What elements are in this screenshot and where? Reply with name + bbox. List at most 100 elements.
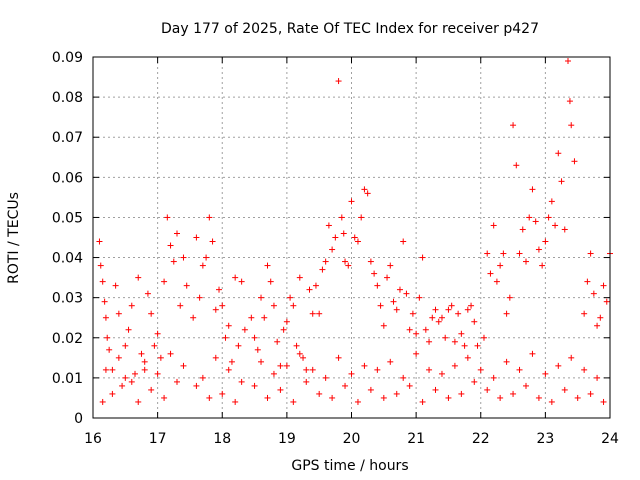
data-point — [148, 386, 155, 393]
y-tick-label: 0 — [74, 411, 83, 427]
data-point — [238, 378, 245, 385]
data-point — [141, 366, 148, 373]
data-point — [109, 390, 116, 397]
data-point — [209, 238, 216, 245]
data-point — [106, 346, 113, 353]
data-point — [96, 238, 103, 245]
y-tick-label: 0.01 — [52, 371, 83, 387]
data-point — [157, 354, 164, 361]
data-point — [287, 294, 294, 301]
data-point — [354, 398, 361, 405]
data-point — [480, 334, 487, 341]
data-point — [235, 342, 242, 349]
x-tick-label: 23 — [536, 431, 554, 447]
x-tick-label: 22 — [472, 431, 490, 447]
data-point — [193, 234, 200, 241]
data-point — [377, 302, 384, 309]
data-point — [115, 310, 122, 317]
data-point — [438, 370, 445, 377]
data-point — [338, 214, 345, 221]
data-point — [416, 294, 423, 301]
data-point — [132, 370, 139, 377]
data-point — [484, 386, 491, 393]
data-point — [122, 374, 129, 381]
data-point — [561, 386, 568, 393]
data-point — [342, 258, 349, 265]
grid-layer — [93, 57, 610, 418]
data-point — [203, 254, 210, 261]
data-point — [445, 306, 452, 313]
data-point — [426, 366, 433, 373]
x-tick-label: 18 — [213, 431, 231, 447]
data-point — [212, 306, 219, 313]
data-point — [125, 326, 132, 333]
data-point — [497, 394, 504, 401]
data-point — [280, 326, 287, 333]
data-point — [451, 362, 458, 369]
data-point — [358, 214, 365, 221]
data-point — [102, 314, 109, 321]
data-point — [493, 278, 500, 285]
data-point — [516, 250, 523, 257]
data-point — [283, 362, 290, 369]
data-point — [180, 254, 187, 261]
x-tick-label: 19 — [278, 431, 296, 447]
data-point — [380, 322, 387, 329]
data-point — [193, 382, 200, 389]
data-point — [406, 382, 413, 389]
data-point — [238, 278, 245, 285]
data-point — [329, 394, 336, 401]
data-point — [503, 310, 510, 317]
data-point — [199, 262, 206, 269]
data-point — [332, 234, 339, 241]
data-point — [419, 254, 426, 261]
data-point — [345, 262, 352, 269]
data-point — [199, 374, 206, 381]
data-point — [564, 58, 571, 65]
data-point — [432, 306, 439, 313]
data-point — [329, 246, 336, 253]
data-point — [335, 354, 342, 361]
data-point — [535, 246, 542, 253]
data-point — [322, 374, 329, 381]
data-point — [232, 398, 239, 405]
data-point — [170, 258, 177, 265]
data-point — [354, 238, 361, 245]
data-point — [393, 390, 400, 397]
data-point — [115, 354, 122, 361]
data-point — [212, 354, 219, 361]
data-point — [128, 378, 135, 385]
x-tick-label: 16 — [84, 431, 102, 447]
data-point — [161, 394, 168, 401]
x-tick-label: 20 — [343, 431, 361, 447]
data-point — [535, 394, 542, 401]
data-point — [154, 330, 161, 337]
data-point — [474, 342, 481, 349]
data-point — [500, 250, 507, 257]
data-point — [566, 98, 573, 105]
data-point — [558, 178, 565, 185]
data-point — [426, 338, 433, 345]
data-point — [390, 298, 397, 305]
data-point — [319, 266, 326, 273]
data-point — [471, 378, 478, 385]
data-point — [141, 358, 148, 365]
y-tick-label: 0.07 — [52, 130, 83, 146]
data-point — [510, 122, 517, 129]
data-point — [316, 310, 323, 317]
data-point — [438, 314, 445, 321]
data-point — [322, 258, 329, 265]
data-point — [464, 306, 471, 313]
data-point — [413, 350, 420, 357]
data-point — [594, 374, 601, 381]
data-point — [325, 222, 332, 229]
data-point — [506, 294, 513, 301]
data-point — [409, 310, 416, 317]
data-point — [490, 374, 497, 381]
data-point — [296, 274, 303, 281]
data-point — [102, 366, 109, 373]
data-point — [581, 366, 588, 373]
data-point — [568, 354, 575, 361]
data-point — [351, 234, 358, 241]
data-point — [581, 310, 588, 317]
